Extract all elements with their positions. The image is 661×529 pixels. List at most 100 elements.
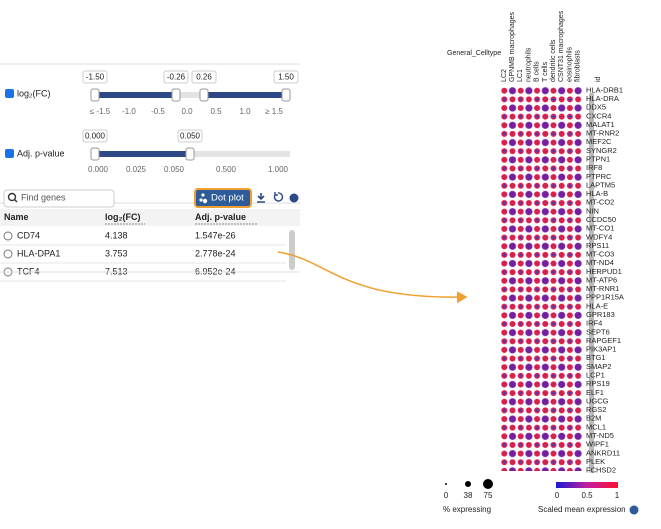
filter-panel: log₂(FC) Adj. p-value -1.50 -0.26 0.26 1.50… [0, 63, 300, 282]
scrollbar [589, 93, 594, 473]
table-cell: 4.138 [105, 230, 128, 240]
size-key [465, 481, 471, 487]
slider-handle[interactable] [90, 147, 100, 161]
slider-tick: 0.0 [181, 107, 193, 116]
legend-tick: 75 [484, 491, 493, 500]
slider-tick: 0.050 [164, 165, 185, 174]
gene-label: DDX5 [586, 103, 606, 112]
size-key [445, 483, 447, 485]
slider-handle[interactable] [90, 88, 100, 102]
slider-tick: -1.0 [122, 107, 136, 116]
reset-icon[interactable] [273, 192, 284, 202]
search-box[interactable] [3, 189, 115, 208]
size-key [483, 479, 493, 489]
arrow [277, 251, 468, 304]
gene-label: WDFY4 [586, 232, 612, 241]
button-icon [202, 198, 208, 204]
dot-plot-button[interactable] [194, 188, 252, 208]
slider-tick: -0.5 [151, 107, 165, 116]
slider-tick: 0.500 [216, 165, 237, 174]
gene-label: MT-CO3 [586, 250, 614, 259]
gene-label: MT-RNR2 [586, 129, 619, 138]
value-box [163, 70, 189, 84]
table-cell: 6.952e-24 [195, 266, 236, 276]
gene-label: ANKRD11 [586, 448, 620, 457]
group-label: General_Celltype [447, 50, 501, 57]
table-cell: HLA-DPA1 [17, 248, 60, 258]
slider-handle[interactable] [171, 88, 181, 102]
gene-label: PPP1R15A [586, 293, 624, 302]
column-label: neutrophils [525, 47, 532, 82]
handle-value: 0.26 [196, 73, 212, 82]
handle-value: 0.000 [85, 132, 106, 141]
handle-value: 1.50 [278, 73, 294, 82]
gene-label: PTPRC [586, 172, 612, 181]
gene-label: MT-ATP6 [586, 275, 617, 284]
dot-plot: General_Celltype id LC2 GPNMB macrophages… [447, 10, 625, 475]
gene-label: MT-RNR1 [586, 284, 619, 293]
gene-label: SMAP2 [586, 362, 611, 371]
column-label: LC2 [501, 69, 508, 82]
filter-label: log₂(FC) [17, 88, 51, 98]
info-icon[interactable] [629, 505, 639, 515]
gene-label: PTPN1 [586, 155, 610, 164]
slider-handle[interactable] [185, 147, 195, 161]
handle-value: 0.050 [180, 132, 201, 141]
column-label: fibroblasts [575, 50, 582, 82]
table-cell: 1.547e-26 [195, 230, 236, 240]
value-box [273, 70, 299, 84]
value-box [191, 70, 217, 84]
gene-label: FCHSD2 [586, 466, 616, 475]
scrollbar [289, 230, 295, 270]
column-label: LC1 [517, 69, 524, 82]
gene-label: SYNGR2 [586, 146, 617, 155]
gene-label: B2M [586, 414, 601, 423]
radio-button[interactable] [3, 231, 13, 241]
gene-label: PLEK [586, 457, 605, 466]
slider-handle[interactable] [281, 88, 291, 102]
legend-tick: 1 [615, 491, 620, 500]
gene-label: MT-ND5 [586, 431, 614, 440]
gene-label: RPS11 [586, 241, 609, 250]
gene-label: HLA-DRB1 [586, 85, 623, 94]
checkbox[interactable] [5, 89, 14, 98]
mask [585, 84, 625, 87]
gene-label: UGCG [586, 396, 609, 405]
dot-matrix [500, 86, 583, 471]
gene-label: LAPTM5 [586, 180, 615, 189]
color-bar [556, 482, 618, 488]
checkbox[interactable] [5, 149, 14, 158]
legend-title: % expressing [443, 505, 491, 514]
button-icon [199, 198, 203, 202]
handle-value: -1.50 [86, 73, 105, 82]
slider-tick: 1.000 [268, 165, 289, 174]
table-cell: 3.753 [105, 248, 128, 258]
column-label: B cells [534, 61, 541, 82]
radio-button[interactable] [3, 249, 13, 259]
gene-label: HLA-DRA [586, 94, 619, 103]
gene-label: NIN [586, 206, 599, 215]
gene-label: ELF1 [586, 388, 604, 397]
table-cell: CD74 [17, 230, 40, 240]
legend-tick: 38 [464, 491, 473, 500]
download-icon[interactable] [257, 193, 265, 203]
value-box [82, 70, 108, 84]
slider-tick: ≥ 1.5 [265, 107, 283, 116]
column-label: dendritic cells [550, 39, 557, 82]
search-icon [7, 192, 17, 202]
legend-tick: 0.5 [581, 491, 593, 500]
gene-label: GPR183 [586, 310, 615, 319]
gene-label: MALAT1 [586, 120, 615, 129]
gene-label: SEPT6 [586, 327, 610, 336]
column-label: T cells [542, 61, 549, 82]
slider-tick: ≤ -1.5 [90, 107, 111, 116]
gene-label: RAPGEF1 [586, 336, 621, 345]
info-icon[interactable] [289, 193, 299, 203]
gene-label: MCL1 [586, 422, 606, 431]
legend-title: Scaled mean expression [538, 505, 626, 514]
gene-label: WIPF1 [586, 440, 609, 449]
value-box [177, 129, 203, 143]
slider-handle[interactable] [199, 88, 209, 102]
gene-label: RGS2 [586, 405, 606, 414]
